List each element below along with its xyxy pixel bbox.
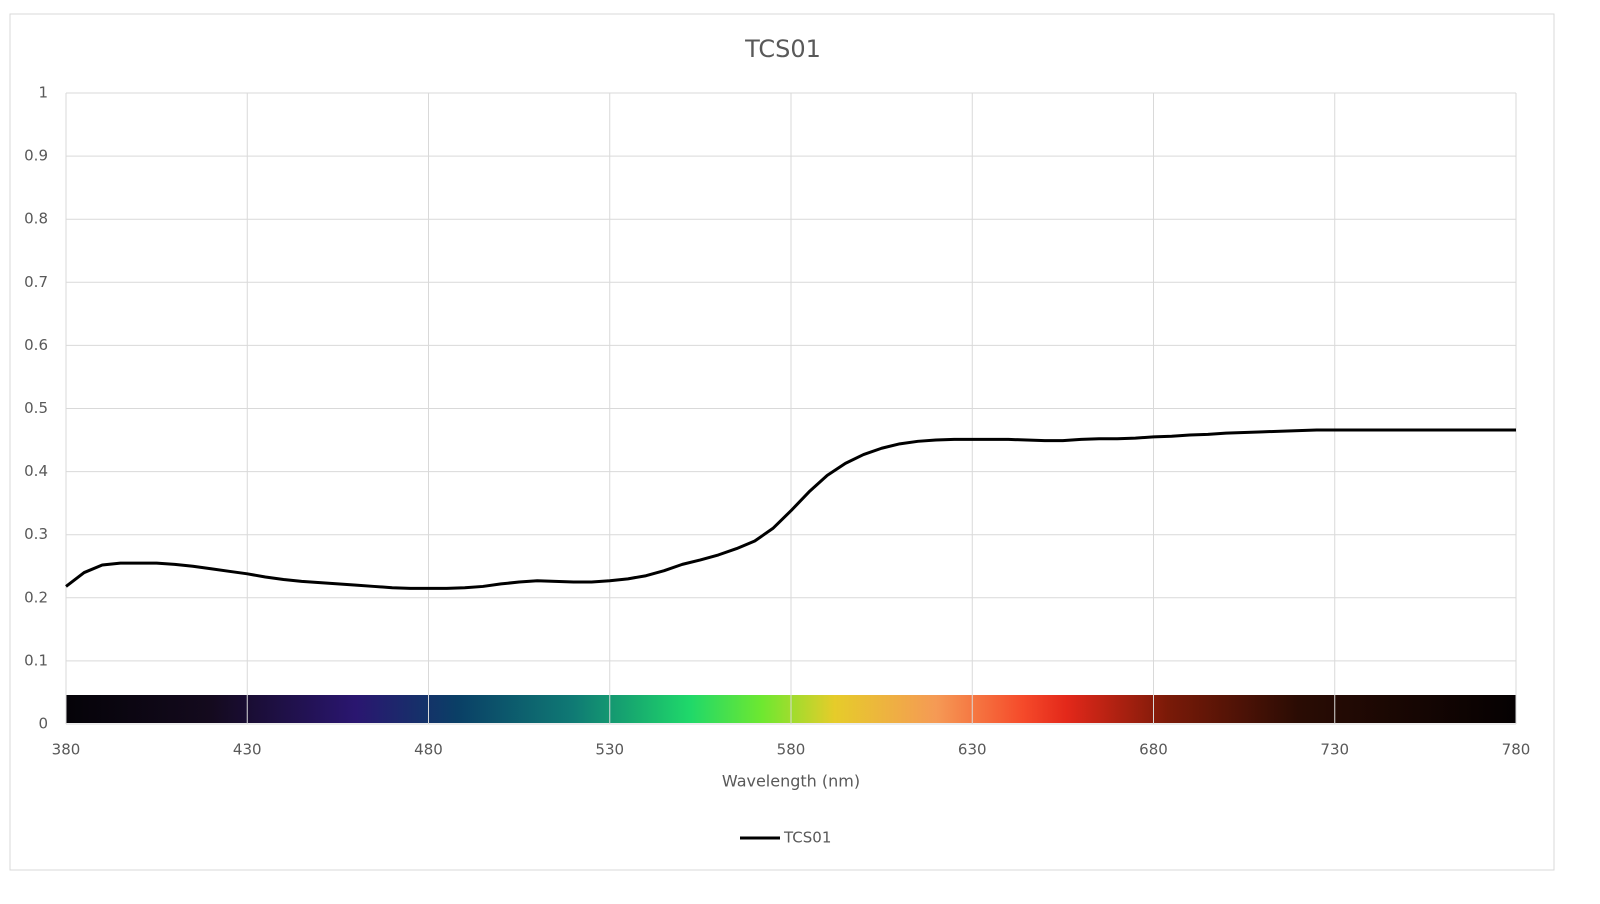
x-axis-title: Wavelength (nm)	[722, 772, 860, 791]
x-tick-label: 680	[1139, 741, 1168, 759]
series-line	[65, 428, 1516, 590]
x-tick-label: 530	[595, 741, 624, 759]
x-tick-label: 730	[1320, 741, 1349, 759]
chart-border	[9, 13, 1555, 871]
y-tick-label: 0.7	[24, 273, 48, 291]
legend: TCS01	[740, 829, 831, 847]
y-tick-label: 0.4	[24, 462, 48, 480]
x-tick-label: 630	[958, 741, 987, 759]
y-tick-label: 0.9	[24, 147, 48, 165]
y-tick-label: 1	[38, 84, 48, 102]
x-tick-label: 380	[52, 741, 81, 759]
chart-title: TCS01	[744, 35, 821, 63]
y-tick-label: 0.5	[24, 399, 48, 417]
y-tick-label: 0.6	[24, 336, 48, 354]
y-tick-label: 0.1	[24, 651, 48, 669]
y-tick-label: 0	[38, 715, 48, 733]
x-tick-label: 430	[233, 741, 262, 759]
legend-label: TCS01	[783, 829, 831, 847]
y-tick-label: 0.2	[24, 588, 48, 606]
x-tick-label: 480	[414, 741, 443, 759]
y-tick-label: 0.3	[24, 525, 48, 543]
x-tick-label: 780	[1502, 741, 1531, 759]
y-tick-label: 0.8	[24, 210, 48, 228]
x-tick-label: 580	[777, 741, 806, 759]
